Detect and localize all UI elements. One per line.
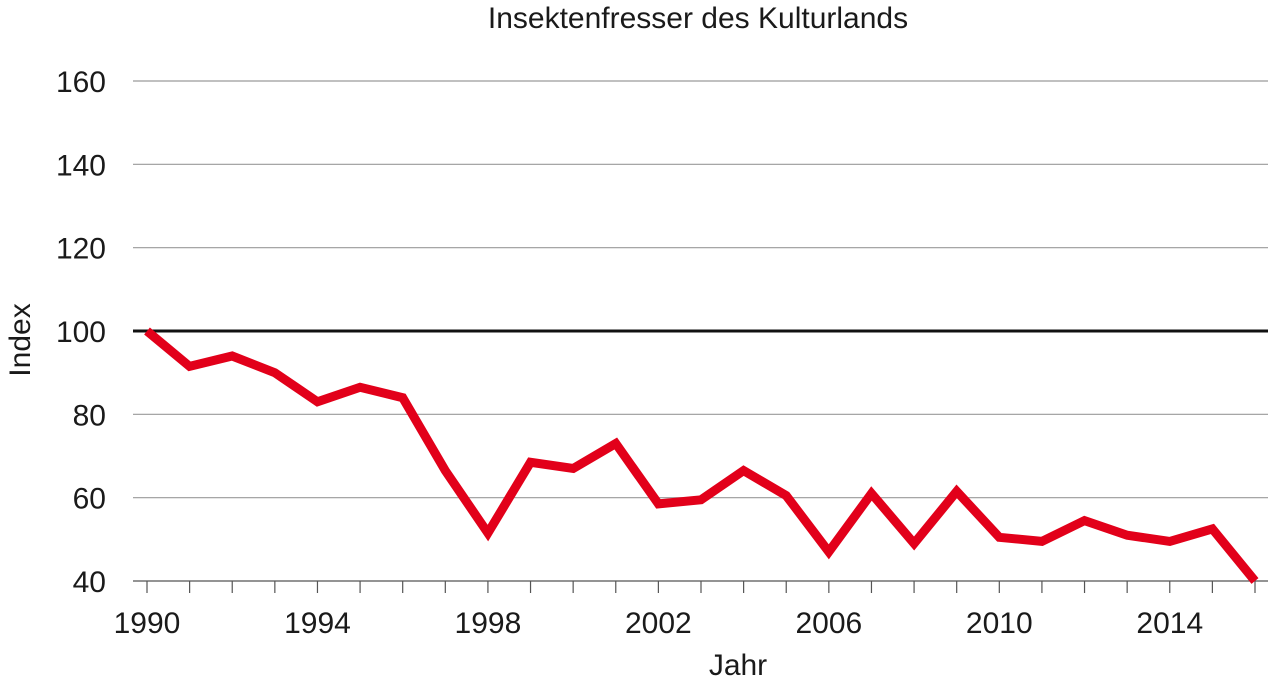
x-tick-label-2010: 2010 — [966, 607, 1033, 640]
y-tick-label-40: 40 — [73, 566, 106, 599]
series-line-0 — [144, 327, 1259, 584]
y-tick-label-140: 140 — [56, 149, 106, 182]
y-tick-label-60: 60 — [73, 483, 106, 516]
x-tick-label-2002: 2002 — [625, 607, 692, 640]
x-tick-label-1990: 1990 — [114, 607, 181, 640]
x-tick-label-1998: 1998 — [455, 607, 522, 640]
x-tick-label-1994: 1994 — [284, 607, 351, 640]
y-tick-label-80: 80 — [73, 399, 106, 432]
series-layer — [144, 327, 1259, 584]
y-axis-label: Index — [4, 303, 37, 376]
x-ticks: 1990 1994 1998 2002 2006 2010 2014 — [114, 581, 1256, 640]
y-tick-label-120: 120 — [56, 233, 106, 266]
y-tick-label-100: 100 — [56, 316, 106, 349]
y-tick-labels: 40 60 80 100 120 140 160 — [56, 66, 106, 599]
y-tick-label-160: 160 — [56, 66, 106, 99]
x-axis-label: Jahr — [709, 649, 767, 682]
chart-title: Insektenfresser des Kulturlands — [488, 2, 908, 35]
gridlines — [133, 80, 1268, 499]
x-tick-label-2006: 2006 — [795, 607, 862, 640]
x-tick-label-2014: 2014 — [1136, 607, 1203, 640]
